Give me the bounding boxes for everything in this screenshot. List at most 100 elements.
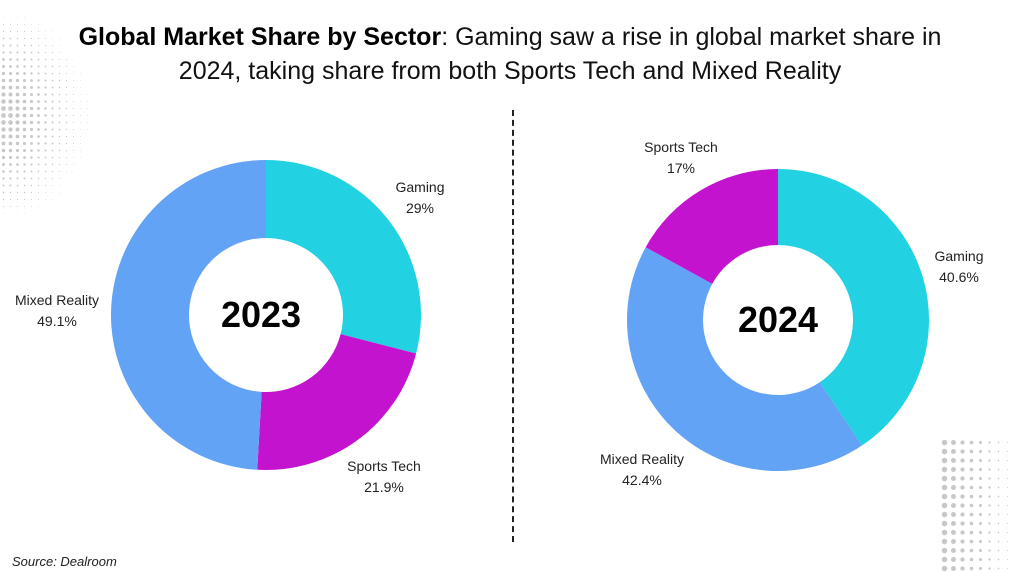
halftone-dot bbox=[66, 178, 67, 179]
halftone-dot bbox=[51, 107, 54, 110]
halftone-dot bbox=[44, 142, 47, 145]
halftone-dot bbox=[1006, 540, 1009, 543]
halftone-dot bbox=[9, 191, 12, 194]
halftone-dot bbox=[1006, 522, 1009, 525]
halftone-dot bbox=[997, 549, 1000, 552]
donut-slice-2023-sports-tech bbox=[257, 334, 417, 470]
halftone-dot bbox=[960, 503, 965, 508]
halftone-decoration-bottom-right bbox=[941, 439, 1009, 572]
halftone-dot bbox=[87, 94, 88, 95]
halftone-dot bbox=[72, 93, 75, 96]
halftone-dot bbox=[66, 59, 67, 60]
halftone-dot bbox=[969, 476, 974, 481]
halftone-dot bbox=[1006, 558, 1009, 561]
halftone-dot bbox=[988, 477, 991, 480]
halftone-dot bbox=[65, 107, 68, 110]
label-value: 42.4% bbox=[622, 472, 662, 488]
halftone-dot bbox=[997, 513, 1000, 516]
halftone-dot bbox=[1, 78, 6, 83]
halftone-dot bbox=[969, 521, 974, 526]
halftone-dot bbox=[988, 531, 991, 534]
halftone-dot bbox=[58, 156, 61, 159]
halftone-dot bbox=[1, 141, 6, 146]
halftone-dot bbox=[23, 198, 26, 201]
halftone-dot bbox=[15, 113, 20, 118]
halftone-dot bbox=[73, 66, 74, 67]
halftone-dot bbox=[44, 72, 47, 75]
halftone-dot bbox=[997, 477, 1000, 480]
halftone-dot bbox=[52, 38, 53, 39]
halftone-dot bbox=[997, 450, 1000, 453]
halftone-dot bbox=[29, 120, 34, 125]
halftone-dot bbox=[87, 122, 88, 123]
halftone-dot bbox=[58, 107, 61, 110]
halftone-dot bbox=[969, 440, 974, 445]
halftone-dot bbox=[8, 85, 13, 90]
halftone-dot bbox=[45, 38, 46, 39]
halftone-dot bbox=[16, 163, 19, 166]
halftone-dot bbox=[1006, 513, 1009, 516]
halftone-dot bbox=[16, 177, 19, 180]
halftone-dot bbox=[59, 45, 60, 46]
halftone-dot bbox=[51, 86, 54, 89]
halftone-dot bbox=[960, 485, 965, 490]
halftone-dot bbox=[979, 531, 982, 534]
label-2024-sports-tech: Sports Tech 17% bbox=[644, 137, 718, 179]
halftone-dot bbox=[2, 44, 5, 47]
halftone-dot bbox=[30, 191, 33, 194]
halftone-dot bbox=[59, 52, 60, 53]
halftone-dot bbox=[941, 502, 948, 509]
halftone-dot bbox=[2, 30, 5, 33]
halftone-dot bbox=[24, 24, 25, 25]
halftone-dot bbox=[30, 37, 33, 40]
halftone-dot bbox=[23, 191, 26, 194]
halftone-dot bbox=[16, 184, 19, 187]
halftone-dot bbox=[65, 149, 68, 152]
halftone-dot bbox=[38, 31, 39, 32]
halftone-dot bbox=[988, 495, 991, 498]
halftone-dot bbox=[951, 530, 956, 535]
halftone-dot bbox=[45, 192, 46, 193]
halftone-dot bbox=[2, 23, 5, 26]
halftone-dot bbox=[1, 120, 6, 125]
halftone-dot bbox=[9, 177, 12, 180]
halftone-dot bbox=[72, 121, 75, 124]
halftone-dot bbox=[2, 51, 5, 54]
label-2023-mixed-reality: Mixed Reality 49.1% bbox=[15, 290, 99, 332]
halftone-dot bbox=[37, 114, 40, 117]
halftone-dot bbox=[988, 522, 991, 525]
halftone-dot bbox=[15, 78, 20, 83]
halftone-dot bbox=[23, 44, 26, 47]
donut-slice-2024-mixed-reality bbox=[627, 247, 863, 471]
halftone-dot bbox=[51, 170, 54, 173]
halftone-dot bbox=[52, 45, 53, 46]
label-value: 49.1% bbox=[37, 313, 77, 329]
halftone-dot bbox=[951, 476, 956, 481]
halftone-dot bbox=[30, 30, 33, 33]
halftone-dot bbox=[997, 558, 1000, 561]
halftone-dot bbox=[1006, 495, 1009, 498]
halftone-dot bbox=[15, 99, 20, 104]
halftone-dot bbox=[65, 135, 68, 138]
halftone-dot bbox=[73, 164, 74, 165]
halftone-dot bbox=[969, 503, 974, 508]
halftone-dot bbox=[969, 494, 974, 499]
halftone-dot bbox=[22, 106, 27, 111]
halftone-dot bbox=[72, 100, 75, 103]
halftone-dot bbox=[58, 128, 61, 131]
halftone-dot bbox=[22, 127, 27, 132]
halftone-dot bbox=[969, 449, 974, 454]
halftone-dot bbox=[8, 155, 13, 160]
halftone-dot bbox=[30, 44, 33, 47]
halftone-dot bbox=[1, 99, 6, 104]
halftone-dot bbox=[997, 468, 1000, 471]
halftone-dot bbox=[2, 163, 5, 166]
halftone-dot bbox=[37, 86, 40, 89]
halftone-dot bbox=[1006, 486, 1009, 489]
halftone-dot bbox=[37, 65, 40, 68]
halftone-dot bbox=[37, 100, 40, 103]
label-2024-mixed-reality: Mixed Reality 42.4% bbox=[600, 449, 684, 491]
halftone-dot bbox=[941, 565, 948, 572]
label-2023-gaming: Gaming 29% bbox=[395, 177, 444, 219]
halftone-dot bbox=[73, 73, 74, 74]
